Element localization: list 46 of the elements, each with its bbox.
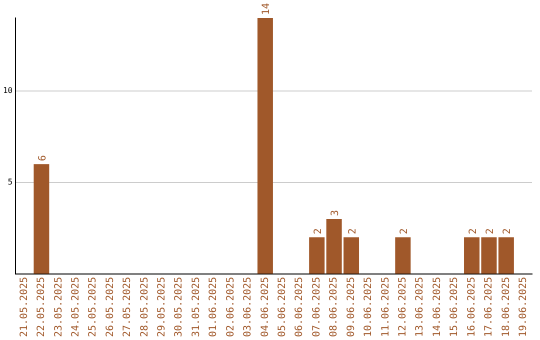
y-tick-label: 5 xyxy=(8,178,13,187)
data-label: 2 xyxy=(347,228,358,234)
x-tick-label: 09.06.2025 xyxy=(346,276,357,338)
data-label: 2 xyxy=(312,228,324,234)
data-label: 6 xyxy=(37,155,48,162)
data-label: 14 xyxy=(261,2,272,15)
x-tick-label: 23.05.2025 xyxy=(53,276,64,338)
x-tick-label: 22.05.2025 xyxy=(36,276,48,338)
x-tick-label: 17.06.2025 xyxy=(484,276,495,338)
x-tick-label: 12.06.2025 xyxy=(398,276,408,338)
data-label: 3 xyxy=(330,210,342,216)
x-tick-label: 11.06.2025 xyxy=(380,276,392,338)
x-tick-label: 27.05.2025 xyxy=(122,276,134,338)
x-tick-label: 25.05.2025 xyxy=(88,276,99,338)
x-tick-label: 06.06.2025 xyxy=(294,276,306,338)
x-tick-label: 07.06.2025 xyxy=(311,276,322,338)
x-tick-label: 02.06.2025 xyxy=(225,276,236,338)
x-tick-label: 18.06.2025 xyxy=(500,276,512,338)
x-tick-label: 14.06.2025 xyxy=(432,276,443,338)
x-tick-label: 03.06.2025 xyxy=(242,276,254,338)
x-tick-label: 08.06.2025 xyxy=(328,276,340,338)
x-tick-label: 24.05.2025 xyxy=(70,276,82,338)
data-label: 2 xyxy=(484,228,496,234)
data-label: 2 xyxy=(398,228,410,234)
x-tick-label: 26.05.2025 xyxy=(104,276,116,338)
x-tick-label: 29.05.2025 xyxy=(156,276,168,338)
x-tick-label: 15.06.2025 xyxy=(449,276,460,338)
x-tick-label: 01.06.2025 xyxy=(208,276,220,338)
x-tick-label: 28.05.2025 xyxy=(139,276,150,338)
x-tick-label: 04.06.2025 xyxy=(260,276,271,338)
x-tick-label: 21.05.2025 xyxy=(18,276,30,338)
x-tick-label: 31.05.2025 xyxy=(190,276,202,338)
data-label: 2 xyxy=(502,228,514,234)
bar xyxy=(395,237,411,274)
x-tick-label: 05.06.2025 xyxy=(277,276,288,338)
bar xyxy=(34,164,50,274)
x-tick-label: 16.06.2025 xyxy=(466,276,478,338)
x-tick-label: 30.05.2025 xyxy=(174,276,185,338)
x-tick-label: 19.06.2025 xyxy=(518,276,529,338)
x-tick-label: 10.06.2025 xyxy=(363,276,374,338)
y-tick-label: 10 xyxy=(2,86,13,96)
bar xyxy=(309,237,325,274)
data-label: 2 xyxy=(468,228,479,234)
bar xyxy=(498,237,514,274)
bar xyxy=(257,18,273,274)
x-tick-label: 13.06.2025 xyxy=(414,276,426,338)
